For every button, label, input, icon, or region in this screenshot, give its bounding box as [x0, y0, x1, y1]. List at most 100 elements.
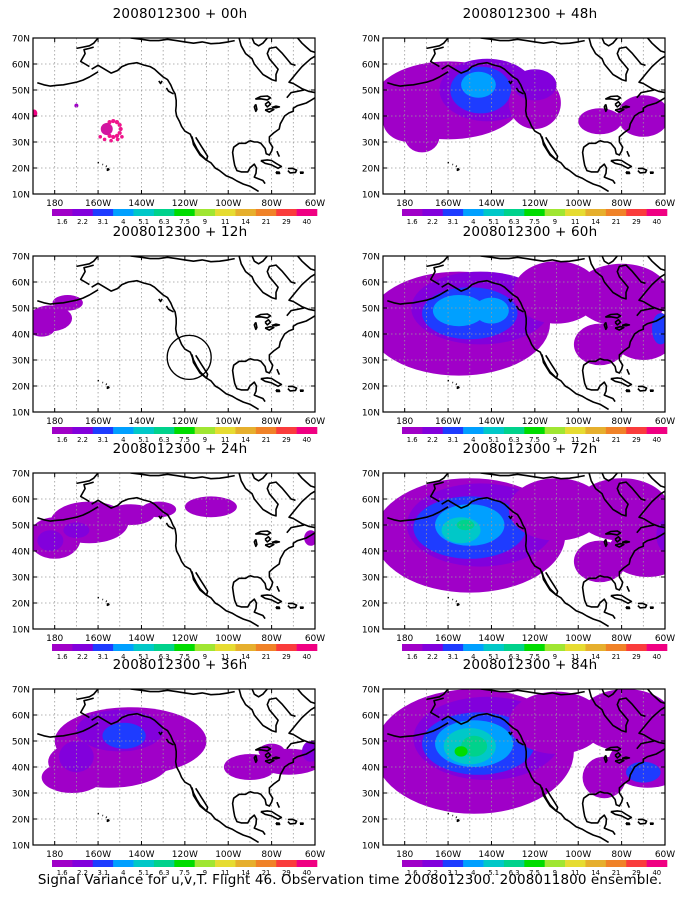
- colorbar-swatch: [235, 644, 257, 651]
- colorbar-label: 21: [262, 653, 271, 659]
- variance-contour: [52, 295, 83, 311]
- coastlines: [387, 38, 665, 193]
- colorbar-label: 2.2: [427, 869, 438, 875]
- lon-tick-label: 140W: [478, 850, 504, 860]
- observation-dot: [107, 120, 112, 125]
- observation-dot: [98, 135, 103, 139]
- lon-tick-label: 160W: [85, 850, 111, 860]
- colorbar-swatch: [92, 427, 114, 434]
- colorbar-swatch: [585, 209, 607, 216]
- coastlines: [37, 256, 315, 411]
- lon-tick-label: 80W: [261, 850, 281, 860]
- colorbar-label: 14: [591, 218, 600, 224]
- lat-tick-label: 10N: [12, 626, 30, 636]
- variance-contour: [301, 741, 315, 762]
- colorbar-swatch: [215, 644, 236, 651]
- colorbar-swatch: [255, 644, 277, 651]
- lon-tick-label: 80W: [611, 417, 631, 427]
- colorbar-label: 9: [203, 869, 207, 875]
- lat-tick-label: 50N: [362, 87, 380, 97]
- observation-dot: [107, 133, 112, 138]
- observation-dot: [100, 123, 113, 135]
- colorbar-label: 6.3: [159, 218, 170, 224]
- observation-dot: [115, 137, 120, 142]
- colorbar-swatch: [92, 209, 114, 216]
- colorbar-label: 7.5: [529, 653, 540, 659]
- map-panel-24h: 2008012300 + 24h 70N 60N 50N 40N 30N 20N 10N 180…: [0, 441, 340, 659]
- lon-tick-label: 160W: [85, 199, 111, 209]
- observation-dot: [111, 134, 116, 140]
- lat-tick-label: 70N: [362, 470, 380, 480]
- variance-contour: [578, 108, 622, 135]
- colorbar-swatch: [194, 860, 216, 867]
- colorbar-swatch: [255, 860, 277, 867]
- colorbar-swatch: [276, 860, 297, 867]
- lat-tick-label: 40N: [12, 548, 30, 558]
- lon-tick-label: 140W: [478, 199, 504, 209]
- panel-title: 2008012300 + 36h: [112, 657, 248, 673]
- colorbar-swatch: [402, 427, 423, 434]
- colorbar-label: 5.1: [138, 436, 149, 442]
- colorbar-label: 11: [221, 869, 230, 875]
- lon-tick-label: 120W: [172, 850, 198, 860]
- map-panel-84h: 2008012300 + 84h 70N 60N 50N 40N 30N 20N 10N 180…: [350, 657, 690, 875]
- colorbar-label: 5.1: [488, 218, 499, 224]
- colorbar-swatch: [276, 209, 297, 216]
- colorbar-label: 5.1: [488, 653, 499, 659]
- colorbar-swatch: [276, 427, 297, 434]
- colorbar-swatch: [605, 209, 627, 216]
- colorbar-label: 3.1: [448, 869, 459, 875]
- colorbar-swatch: [422, 860, 444, 867]
- variance-contour: [461, 71, 496, 98]
- lon-tick-label: 160W: [85, 634, 111, 644]
- lat-tick-label: 20N: [362, 383, 380, 393]
- lon-tick-label: 100W: [215, 850, 241, 860]
- colorbar-swatch: [402, 209, 423, 216]
- lon-tick-label: 120W: [522, 417, 548, 427]
- colorbar-swatch: [626, 860, 647, 867]
- lon-tick-label: 180: [396, 199, 413, 209]
- colorbar-swatch: [483, 209, 505, 216]
- lon-tick-label: 80W: [261, 634, 281, 644]
- lon-tick-label: 160W: [85, 417, 111, 427]
- lon-tick-label: 60W: [305, 850, 325, 860]
- colorbar-swatch: [215, 209, 236, 216]
- colorbar-label: 14: [591, 869, 600, 875]
- map-panel-48h: 2008012300 + 48h 70N 60N 50N 40N 30N 20N 10N 180…: [350, 6, 690, 224]
- colorbar-label: 21: [612, 869, 621, 875]
- colorbar-swatch: [483, 427, 505, 434]
- lon-tick-label: 180: [396, 634, 413, 644]
- coastlines: [37, 689, 315, 844]
- colorbar-swatch: [463, 427, 484, 434]
- lon-tick-label: 140W: [128, 634, 154, 644]
- colorbar-label: 6.3: [159, 653, 170, 659]
- colorbar-label: 21: [612, 653, 621, 659]
- lon-tick-label: 180: [396, 850, 413, 860]
- lon-tick-label: 160W: [435, 850, 461, 860]
- lat-tick-label: 30N: [12, 574, 30, 584]
- colorbar-label: 11: [221, 653, 230, 659]
- lon-tick-label: 120W: [172, 199, 198, 209]
- colorbar-swatch: [113, 209, 134, 216]
- colorbar-label: 3.1: [98, 653, 109, 659]
- colorbar-label: 29: [632, 436, 641, 442]
- lon-tick-label: 140W: [128, 850, 154, 860]
- observation-dot: [114, 133, 120, 138]
- colorbar-label: 9: [203, 436, 207, 442]
- colorbar-label: 9: [203, 218, 207, 224]
- lat-tick-label: 40N: [362, 764, 380, 774]
- lon-tick-label: 120W: [522, 199, 548, 209]
- lon-tick-label: 140W: [478, 634, 504, 644]
- colorbar-swatch: [483, 860, 505, 867]
- colorbar-label: 9: [553, 218, 557, 224]
- observation-dot: [118, 126, 123, 132]
- lon-tick-label: 60W: [305, 634, 325, 644]
- colorbar-label: 2.2: [427, 653, 438, 659]
- colorbar-swatch: [113, 860, 134, 867]
- variance-map: 70N 60N 50N 40N 30N 20N 10N 180 160W 140W 120W 100W…: [362, 253, 675, 443]
- variance-map: 70N 60N 50N 40N 30N 20N 10N 180 160W 140W 120W 100W…: [362, 35, 675, 225]
- lon-tick-label: 100W: [565, 634, 591, 644]
- variance-map: 70N 60N 50N 40N 30N 20N 10N 180 160W 140W 120W 100W…: [362, 686, 675, 876]
- lat-tick-label: 30N: [362, 139, 380, 149]
- lat-tick-label: 10N: [362, 842, 380, 852]
